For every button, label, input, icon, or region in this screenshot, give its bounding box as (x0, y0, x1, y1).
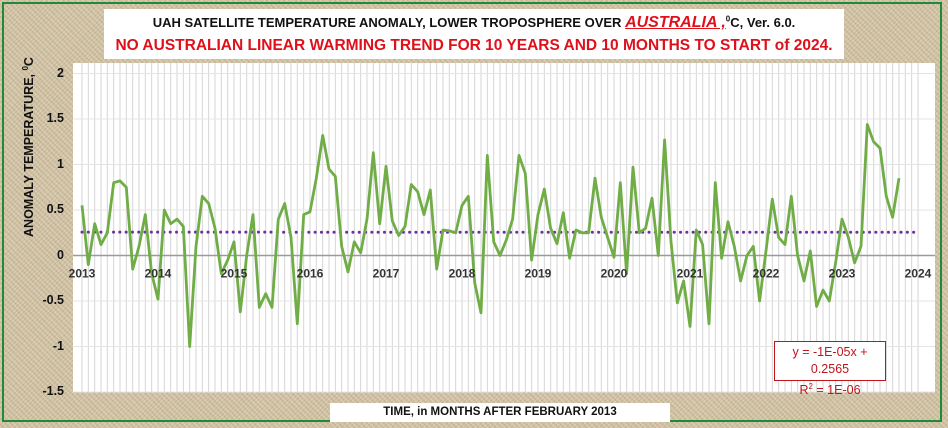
y-tick-label: -0.5 (42, 293, 64, 307)
title-highlight: AUSTRALIA , (625, 14, 726, 31)
x-tick-label: 2015 (221, 267, 248, 281)
x-tick-label: 2018 (449, 267, 476, 281)
x-tick-label: 2023 (829, 267, 856, 281)
y-tick-label: -1 (52, 338, 64, 353)
series-line (80, 123, 901, 348)
r2-sup: 2 (808, 382, 813, 391)
trend-equation-box: y = -1E-05x + 0.2565 R2 = 1E-06 (774, 341, 886, 397)
y-tick-label: 1 (57, 156, 64, 171)
r2-prefix: R (799, 383, 809, 398)
x-tick-label: 2013 (69, 267, 96, 281)
x-tick-label: 2021 (677, 267, 704, 281)
title-prefix: UAH SATELLITE TEMPERATURE ANOMALY, LOWER… (152, 15, 626, 30)
x-tick-label: 2022 (753, 267, 780, 281)
y-tick-label: 0.5 (46, 202, 64, 216)
title-suffix: C, Ver. 6.0. (730, 15, 796, 30)
y-tick-label: -1.5 (42, 384, 64, 398)
y-tick-label: 1.5 (46, 111, 64, 125)
trend-r2: R2 = 1E-06 (775, 378, 885, 399)
x-tick-label: 2017 (373, 267, 400, 281)
title-box: UAH SATELLITE TEMPERATURE ANOMALY, LOWER… (104, 9, 844, 59)
x-tick-label: 2019 (525, 267, 552, 281)
x-tick-label: 2016 (297, 267, 324, 281)
x-tick-label: 2024 (905, 267, 932, 281)
y-tick-label: 2 (57, 65, 64, 80)
chart-title: UAH SATELLITE TEMPERATURE ANOMALY, LOWER… (104, 14, 844, 32)
trend-equation: y = -1E-05x + 0.2565 (792, 345, 868, 376)
x-axis-label: TIME, in MONTHS AFTER FEBRUARY 2013 (330, 403, 670, 422)
r2-suffix: = 1E-06 (812, 383, 861, 398)
x-tick-label: 2014 (145, 267, 172, 281)
title-degree-sup: 0 (725, 14, 731, 24)
y-tick-label: 0 (57, 247, 64, 262)
x-tick-label: 2020 (601, 267, 628, 281)
chart-subtitle: NO AUSTRALIAN LINEAR WARMING TREND FOR 1… (115, 37, 833, 54)
